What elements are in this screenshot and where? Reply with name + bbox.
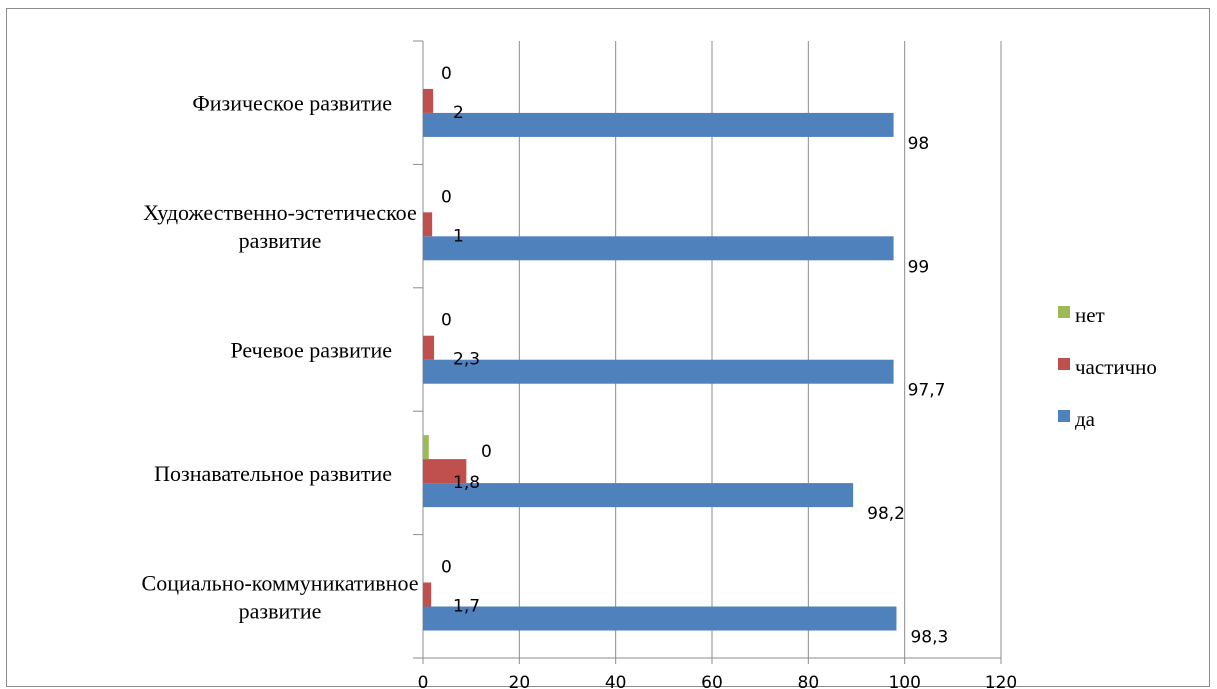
category-label: Художественно-эстетическое	[143, 200, 416, 225]
bar-da	[423, 112, 894, 137]
x-tick-label: 80	[798, 673, 820, 689]
data-label-net: 0	[481, 442, 492, 462]
legend-swatch	[1058, 306, 1070, 318]
legend-label: да	[1075, 407, 1096, 431]
legend-label: частично	[1075, 355, 1157, 379]
category-label: развитие	[239, 228, 322, 253]
x-tick-label: 120	[985, 673, 1017, 689]
bar-da	[423, 236, 894, 261]
bar-chastichno	[423, 459, 467, 484]
data-label-da: 99	[908, 257, 930, 277]
legend-swatch	[1058, 358, 1070, 370]
bar-net	[423, 435, 429, 460]
data-label-chastichno: 1,8	[453, 473, 480, 493]
legend-swatch	[1058, 410, 1070, 422]
x-tick-label: 20	[509, 673, 531, 689]
data-label-net: 0	[441, 187, 452, 207]
x-tick-label: 0	[418, 673, 429, 689]
data-label-chastichno: 2,3	[453, 350, 480, 370]
category-label: Социально-коммуникативное	[142, 570, 419, 595]
data-label-da: 98	[908, 134, 930, 154]
data-label-chastichno: 1,7	[453, 597, 480, 617]
legend-label: нет	[1075, 303, 1105, 327]
data-label-chastichno: 1	[453, 226, 464, 246]
category-label: Речевое развитие	[230, 338, 392, 363]
bar-chastichno	[423, 582, 432, 607]
data-label-net: 0	[441, 558, 452, 578]
data-label-net: 0	[441, 64, 452, 84]
bar-chastichno	[423, 88, 434, 113]
category-label: Познавательное развитие	[154, 461, 392, 486]
category-label: Физическое развитие	[192, 91, 392, 116]
bar-da	[423, 359, 894, 384]
x-tick-label: 40	[605, 673, 627, 689]
data-label-chastichno: 2	[453, 103, 464, 123]
data-label-da: 98,3	[910, 628, 948, 648]
bar-da	[423, 483, 854, 508]
x-tick-label: 60	[701, 673, 723, 689]
data-label-da: 98,2	[867, 504, 905, 524]
data-label-da: 97,7	[908, 381, 946, 401]
bar-da	[423, 606, 897, 631]
category-label: развитие	[239, 598, 322, 623]
bar-chastichno	[423, 335, 435, 360]
data-label-net: 0	[441, 311, 452, 331]
bar-chastichno	[423, 212, 433, 237]
x-tick-label: 100	[888, 673, 920, 689]
